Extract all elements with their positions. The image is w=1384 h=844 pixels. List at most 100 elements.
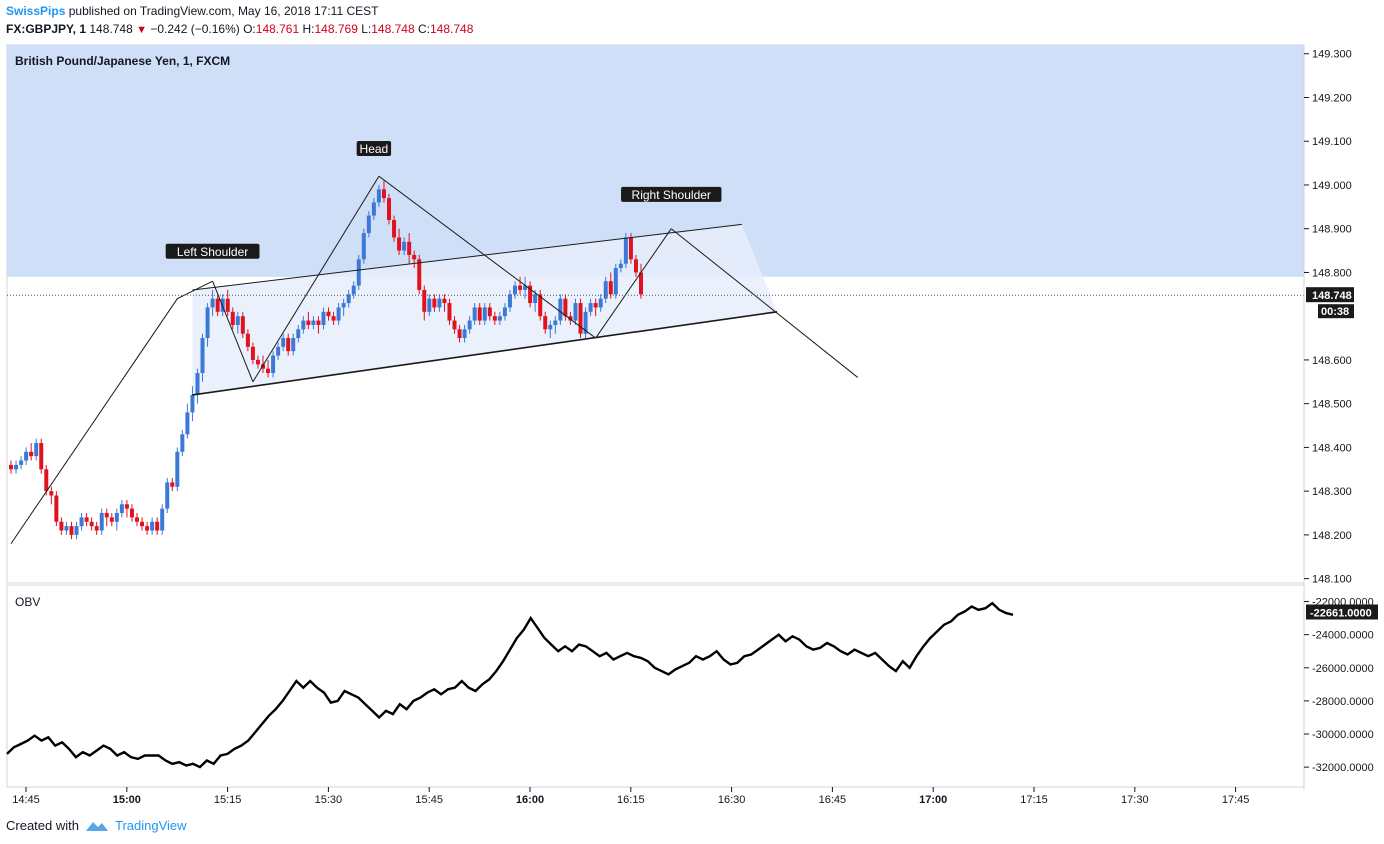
candle [266,359,271,378]
candle [291,333,296,356]
candle [109,513,114,527]
candle [79,513,84,531]
candle [190,386,195,422]
candle [482,303,487,325]
price-tick-label: 148.900 [1312,224,1352,236]
candle [578,298,583,339]
candle [104,508,109,527]
candle [29,443,34,461]
time-tick-label: 15:30 [315,794,343,806]
candle [361,228,366,264]
candle [412,250,417,269]
time-tick-label: 16:00 [516,794,544,806]
candle [346,289,351,308]
candle [185,403,190,439]
candle [432,294,437,312]
candle [271,351,276,378]
publish-line: SwissPips published on TradingView.com, … [6,4,378,18]
high-value: 148.769 [314,22,358,36]
price-tick-label: 148.100 [1312,574,1352,586]
low-value: 148.748 [371,22,415,36]
candle [200,333,205,382]
candle [321,307,326,330]
candle [114,508,119,531]
candle [608,272,613,299]
author-name[interactable]: SwissPips [6,4,66,18]
candle [507,289,512,312]
time-tick-label: 17:00 [919,794,947,806]
current-price-tag: 148.748 [1306,287,1354,303]
candle [603,276,608,304]
svg-text:00:38: 00:38 [1321,306,1349,318]
candle [180,429,185,457]
svg-text:Head: Head [360,142,389,156]
candle [150,517,155,535]
candle [392,215,397,242]
time-tick-label: 16:45 [819,794,847,806]
candle [261,355,265,374]
price-axis[interactable]: 149.300 149.200 149.100 149.000 148.900 148.8… [1304,49,1354,586]
candle [175,447,180,492]
time-tick-label: 17:15 [1020,794,1048,806]
obv-tick-label: -24000.0000 [1312,630,1374,642]
candle [366,211,371,238]
candle [245,329,250,352]
time-axis[interactable]: 14:45 15:00 15:15 15:30 15:45 16:00 16:15 16:30… [7,786,1304,806]
candle [442,294,447,312]
candle [276,342,281,360]
candle [225,289,230,317]
time-tick-label: 14:45 [12,794,40,806]
low-label: L: [361,22,372,36]
candle [457,324,462,343]
price-tick-label: 148.500 [1312,399,1352,411]
price-tick-label: 148.200 [1312,530,1352,542]
candle [588,298,593,317]
high-label: H: [302,22,315,36]
candle [235,311,240,334]
candle [623,233,628,269]
obv-tick-label: -28000.0000 [1312,696,1374,708]
candle [316,316,321,334]
svg-text:Right Shoulder: Right Shoulder [632,188,711,202]
candle [462,324,467,343]
candle [124,499,129,518]
candle [402,237,407,255]
brand-label[interactable]: TradingView [114,818,187,833]
down-arrow-icon: ▼ [136,24,147,36]
obv-pane[interactable] [6,584,1305,788]
obv-line [6,601,1014,769]
candle [195,368,200,404]
candle [467,316,472,334]
candle [492,311,497,325]
annotation-label: Right Shoulder [621,186,722,202]
candle [255,355,260,369]
obv-axis[interactable]: -22000.0000-24000.0000-26000.0000-28000.… [1304,597,1378,775]
candle [129,504,134,522]
price-tick-label: 149.000 [1312,180,1352,192]
time-tick-label: 17:45 [1222,794,1250,806]
candle [250,342,255,365]
time-tick-label: 15:00 [113,794,141,806]
candle [326,307,331,321]
candle [573,298,578,325]
annotation-label: Left Shoulder [165,243,260,259]
candle [296,324,301,343]
candle [533,289,538,312]
tradingview-logo-icon [85,821,108,831]
obv-current-tag: -22661.0000 [1306,604,1378,620]
change-value: −0.242 (−0.16%) [150,22,240,36]
candle [381,180,386,203]
svg-text:Left Shoulder: Left Shoulder [177,245,248,259]
candle [593,298,598,317]
created-with-label: Created with [6,818,79,833]
candles [9,180,643,540]
neckline-upper [192,223,742,291]
time-tick-label: 15:45 [415,794,443,806]
candle [64,521,69,535]
candle [140,517,145,531]
candle [59,517,64,535]
price-tick-label: 148.600 [1312,355,1352,367]
candle [39,438,44,474]
candle [387,193,391,225]
